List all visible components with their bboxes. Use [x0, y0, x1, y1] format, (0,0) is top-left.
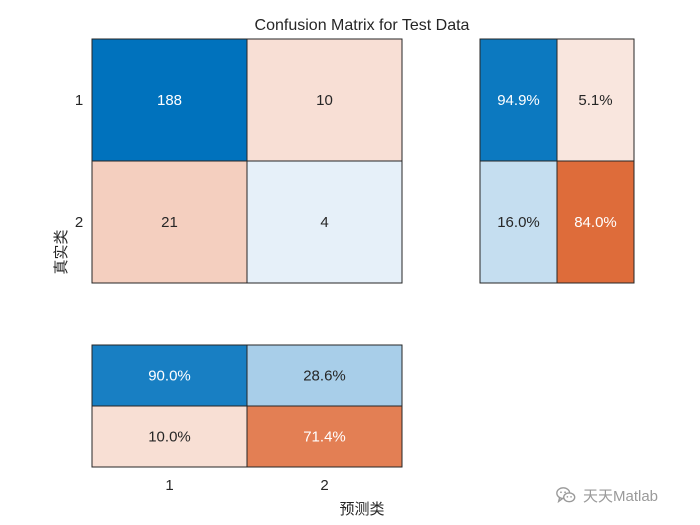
row-summary-cell-1-1-label: 94.9% [497, 92, 540, 109]
matrix-cell-1-1-label: 188 [157, 92, 182, 109]
matrix-cell-2-2-label: 4 [320, 214, 328, 231]
column-summary-cell-2-1-label: 10.0% [148, 429, 191, 446]
row-tick-2: 2 [75, 214, 83, 231]
column-tick-2: 2 [320, 477, 328, 494]
y-axis-label: 真实类 [52, 229, 70, 274]
row-summary-cell-1-2 [556, 38, 635, 162]
column-tick-1: 1 [165, 477, 173, 494]
matrix-cell-1-2 [246, 38, 403, 162]
column-summary-cell-2-2 [246, 405, 403, 468]
watermark-text: 天天Matlab [583, 487, 659, 505]
column-summary-cell-1-1-label: 90.0% [148, 368, 191, 385]
matrix-cell-2-1 [91, 160, 248, 284]
row-tick-1: 1 [75, 92, 83, 109]
matrix-cell-1-2-label: 10 [316, 92, 333, 109]
confusion-matrix-grid: 188 10 21 4 [91, 38, 403, 284]
row-summary-cell-2-1-label: 16.0% [497, 214, 540, 231]
x-axis-label: 预测类 [339, 501, 384, 518]
column-summary-grid: 90.0% 28.6% 10.0% 71.4% [91, 344, 403, 468]
matrix-cell-2-1-label: 21 [161, 214, 178, 231]
wechat-icon [556, 487, 576, 504]
row-summary-cell-1-1 [479, 38, 558, 162]
row-tick-labels: 12 [75, 92, 83, 231]
watermark: 天天Matlab [555, 484, 658, 506]
row-summary-cell-2-1 [479, 160, 558, 284]
row-summary-grid: 94.9% 5.1% 16.0% 84.0% [479, 38, 635, 284]
row-summary-cell-2-2 [556, 160, 635, 284]
column-summary-cell-1-2 [246, 344, 403, 407]
matrix-cell-2-2 [246, 160, 403, 284]
row-summary-cell-2-2-label: 84.0% [574, 214, 617, 231]
column-summary-cell-2-2-label: 71.4% [303, 429, 346, 446]
chart-title: Confusion Matrix for Test Data [255, 17, 470, 34]
row-summary-cell-1-2-label: 5.1% [578, 92, 612, 109]
column-summary-cell-1-2-label: 28.6% [303, 368, 346, 385]
matrix-cell-1-1 [91, 38, 248, 162]
